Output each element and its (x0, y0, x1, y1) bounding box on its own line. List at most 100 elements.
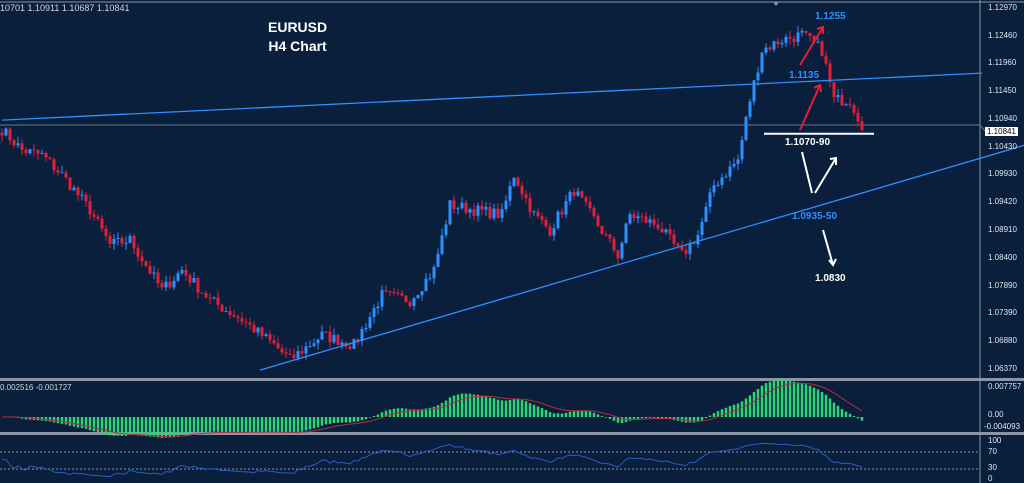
candle-body (428, 278, 432, 280)
candle-body (172, 280, 176, 288)
candle-body (444, 224, 448, 236)
candle-body (408, 302, 412, 306)
candle-body (648, 219, 652, 223)
candle-body (308, 346, 312, 348)
candle-body (836, 95, 840, 98)
candle-body (840, 95, 844, 106)
candle-body (92, 214, 96, 217)
candle-body (360, 329, 364, 342)
candle-body (148, 265, 152, 274)
candle-body (356, 338, 360, 342)
candle-body (412, 298, 416, 306)
red-arrow-up-1 (799, 25, 824, 66)
candle-body (668, 229, 672, 235)
candle-body (296, 351, 300, 358)
white-arrow-up-1 (814, 156, 837, 194)
candle-body (28, 149, 32, 154)
candle-body (168, 281, 172, 288)
candle-body (536, 211, 540, 217)
candle-body (740, 139, 744, 160)
candle-body (176, 273, 180, 281)
red-arrow-up-2 (799, 83, 822, 131)
candle-body (224, 311, 228, 313)
chart-timeframe: H4 Chart (268, 38, 327, 54)
candle-body (212, 297, 216, 299)
candle-body (852, 104, 856, 113)
candle-body (792, 38, 796, 42)
trendline-upper[interactable] (1, 72, 983, 121)
candle-body (844, 104, 848, 106)
candle-body (368, 317, 372, 328)
macd-signal-line (1, 382, 863, 438)
candle-body (324, 331, 328, 333)
candle-body (160, 283, 164, 288)
candle-body (456, 208, 460, 210)
candle-body (768, 47, 772, 50)
candles (0, 26, 864, 362)
price-tick: 1.10430 (988, 141, 1017, 151)
macd-histogram (1, 380, 864, 438)
candle-body (704, 206, 708, 222)
candle-body (696, 235, 700, 245)
rsi-tick: 0 (988, 474, 993, 483)
candle-body (144, 261, 148, 266)
candle-body (800, 30, 804, 33)
candle-body (568, 192, 572, 202)
candle-body (732, 163, 736, 167)
candle-body (264, 334, 268, 337)
candle-body (832, 82, 836, 98)
candle-body (856, 112, 860, 122)
candle-body (628, 214, 632, 224)
candle-body (328, 331, 332, 343)
candle-body (692, 243, 696, 245)
candle-body (44, 152, 48, 158)
candle-body (232, 315, 236, 317)
candle-body (776, 41, 780, 45)
price-tick: 1.12460 (988, 30, 1017, 40)
candle-body (72, 187, 76, 191)
candle-body (84, 194, 88, 202)
pivot-label: 1.1070-90 (785, 137, 831, 148)
candle-body (56, 170, 60, 173)
candle-body (544, 219, 548, 227)
candle-body (472, 209, 476, 216)
candle-body (608, 234, 612, 239)
trendline-lower[interactable] (259, 144, 1024, 371)
candle-body (216, 297, 220, 305)
candle-body (396, 292, 400, 294)
candle-body (496, 208, 500, 218)
candle-body (280, 348, 284, 353)
price-tick: 1.12970 (988, 3, 1017, 12)
candle-body (812, 35, 816, 42)
candle-body (292, 354, 296, 358)
candle-body (788, 36, 792, 39)
candle-body (760, 52, 764, 73)
price-tick: 1.06880 (988, 336, 1017, 346)
candle-body (488, 206, 492, 219)
candle-body (228, 311, 232, 316)
price-tick: 1.07890 (988, 280, 1017, 290)
candle-body (404, 295, 408, 303)
candle-body (64, 172, 68, 178)
candle-body (460, 202, 464, 209)
candle-body (660, 228, 664, 233)
arrows (799, 25, 837, 267)
candle-body (440, 235, 444, 254)
candle-body (0, 132, 4, 136)
candle-body (152, 272, 156, 274)
price-tick: 1.08910 (988, 225, 1017, 235)
candle-body (260, 327, 264, 337)
candle-body (336, 334, 340, 346)
candle-body (416, 295, 420, 299)
trendlines[interactable] (1, 72, 1024, 371)
candle-body (604, 234, 608, 236)
candle-body (744, 116, 748, 140)
candle-body (304, 346, 308, 354)
current-price-connector (979, 124, 986, 132)
candle-body (184, 269, 188, 276)
candle-body (20, 143, 24, 150)
candle-body (204, 293, 208, 298)
price-tick: 1.10940 (988, 114, 1017, 124)
